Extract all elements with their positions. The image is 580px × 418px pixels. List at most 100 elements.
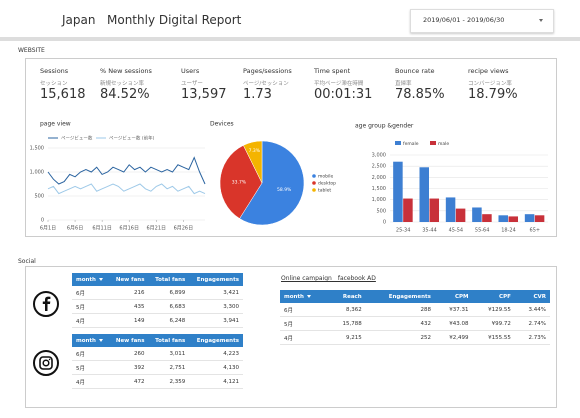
bar [482, 214, 492, 222]
table-cell: 392 [109, 360, 149, 375]
column-label: CPM [454, 293, 469, 300]
header-row: month Reach Engagements CPM CPF CVR [280, 290, 550, 303]
slice-label: 7.3% [249, 148, 261, 154]
x-tick-label: 6月26日 [174, 226, 194, 232]
x-tick-label: 6月16日 [119, 226, 139, 232]
table-cell: 4月 [72, 374, 110, 389]
column-header: Engagements [189, 334, 243, 347]
column-label: Total fans [155, 337, 186, 344]
table-row: 6月 216 6,899 3,421 [72, 286, 243, 300]
table-cell: ¥37.31 [434, 303, 473, 317]
table-cell: 4,223 [189, 347, 243, 361]
line-series [47, 156, 206, 185]
legend-label: female [403, 141, 419, 147]
x-tick-label: 6月1日 [40, 226, 56, 232]
kpi-sub: 平均ページ滞在時間 [314, 81, 364, 87]
table-cell: 2,359 [148, 374, 190, 389]
table-row: 4月 472 2,359 4,121 [72, 374, 243, 389]
x-tick-label: 35-44 [422, 228, 437, 234]
y-tick-label: 1,000 [30, 170, 44, 176]
column-label: Engagements [388, 293, 431, 300]
table-cell: 4,130 [189, 360, 243, 375]
table-cell: 4月 [72, 313, 110, 328]
table-cell: 149 [109, 313, 149, 328]
column-header: month [72, 273, 110, 286]
table-cell: 3,300 [189, 299, 243, 314]
column-label: CPF [499, 293, 511, 300]
sort-arrow [98, 338, 103, 342]
bar [455, 208, 466, 222]
legend-label: ページビュー数 [61, 135, 93, 142]
kpi-name: recipe views [468, 67, 509, 75]
table-cell: ¥99.72 [472, 316, 515, 331]
bar [534, 215, 545, 222]
kpi-name: Users [181, 67, 200, 75]
divider [0, 37, 580, 41]
table-cell: 5月 [72, 299, 110, 314]
kpi-value: 00:01:31 [314, 87, 373, 102]
column-label: month [284, 293, 304, 300]
legend-label: ページビュー数 (前年) [109, 135, 155, 142]
table-row: 5月 15,788 432 ¥43.08 ¥99.72 2.74% [280, 316, 550, 331]
legend-label: mobile [318, 174, 333, 180]
kpi-sub: ユーザー [181, 81, 203, 87]
kpi-value: 78.85% [395, 87, 445, 102]
table-row: 4月 149 6,248 3,941 [72, 313, 243, 328]
table-cell: 6,683 [148, 299, 190, 314]
table-cell: 6月 [72, 286, 110, 300]
pie-slice [243, 140, 263, 184]
country: Japan [62, 13, 96, 27]
kpi-name: % New sessions [100, 67, 152, 75]
x-tick-label: 18-24 [501, 228, 516, 234]
table-cell: 2,751 [148, 360, 190, 375]
slice-label: 33.7% [232, 179, 247, 185]
y-tick-label: 0 [41, 218, 44, 224]
legend-label: tablet [318, 188, 331, 194]
facebook-icon [33, 291, 59, 317]
column-label: Reach [342, 293, 362, 300]
kpi-name: Pages/sessions [243, 67, 292, 75]
y-tick-label: 0 [383, 220, 386, 226]
x-tick-label: 25-34 [396, 228, 411, 234]
table-cell: 6,899 [148, 286, 190, 300]
bar [419, 167, 429, 222]
chart-title: age group &gender [355, 123, 414, 130]
table-row: 4月 9,215 252 ¥2,499 ¥155.55 2.73% [280, 330, 550, 345]
column-header: month [280, 290, 329, 303]
date-picker[interactable]: 2019/06/01 - 2019/06/30 [410, 9, 554, 33]
table-cell: 4,121 [189, 374, 243, 389]
table-cell: 9,215 [328, 330, 366, 345]
table-cell: 432 [365, 316, 435, 331]
table-cell: 435 [109, 299, 149, 314]
pie-slice [239, 140, 305, 226]
y-tick-label: 500 [376, 208, 386, 214]
table-cell: 3,011 [148, 347, 190, 361]
column-header: New fans [109, 273, 149, 286]
line-series [47, 183, 206, 195]
table-cell: 15,788 [328, 316, 366, 331]
legend-label: male [438, 141, 449, 147]
table-cell: 6,248 [148, 313, 190, 328]
table-row: 6月 260 3,011 4,223 [72, 347, 243, 361]
kpi-sub: セッション [40, 81, 68, 87]
table-cell: 3.44% [514, 303, 550, 317]
column-header: Engagements [189, 273, 243, 286]
column-header: New fans [109, 334, 149, 347]
column-label: Engagements [196, 337, 239, 344]
kpi-sub: コンバージョン率 [468, 81, 512, 87]
y-tick-label: 1,500 [30, 146, 44, 152]
kpi-sub: 直帰率 [395, 81, 412, 87]
table-cell: 2.73% [514, 330, 550, 345]
table-cell: 6月 [72, 347, 110, 361]
table-cell: 216 [109, 286, 149, 300]
column-header: month [72, 334, 110, 347]
charts: page view ページビュー数 ページビュー数 (前年) 0 500 1,000 1,5… [30, 121, 548, 234]
bar [429, 198, 440, 222]
table-row: 5月 435 6,683 3,300 [72, 299, 243, 314]
y-tick-label: 1,500 [372, 186, 386, 192]
bar [393, 161, 403, 222]
table-cell: 2.74% [514, 316, 550, 331]
table-cell: 5月 [280, 316, 329, 331]
kpi-value: 18.79% [468, 87, 518, 102]
column-label: CVR [533, 293, 546, 300]
